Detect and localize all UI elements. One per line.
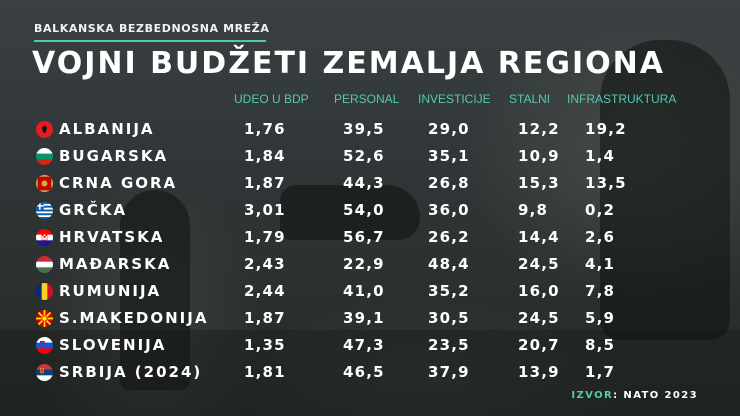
- table-row: GRČKA 3,01 54,0 36,0 9,8 0,2: [0, 198, 740, 224]
- table-cell: 36,0: [428, 201, 470, 219]
- background-helicopter: [280, 185, 420, 240]
- column-header: UDEO U BDP: [234, 92, 309, 106]
- table-cell: 1,79: [244, 228, 286, 246]
- country-name: GRČKA: [59, 201, 128, 219]
- slovenia-flag-icon: [36, 337, 53, 354]
- table-row: BUGARSKA 1,84 52,6 35,1 10,9 1,4: [0, 144, 740, 170]
- greece-flag-icon: [36, 202, 53, 219]
- country-name: CRNA GORA: [59, 174, 178, 192]
- serbia-flag-icon: [36, 364, 53, 381]
- column-header: PERSONAL: [334, 92, 400, 106]
- table-cell: 46,5: [343, 363, 385, 381]
- table-cell: 0,2: [585, 201, 616, 219]
- table-cell: 2,44: [244, 282, 286, 300]
- table-cell: 44,3: [343, 174, 385, 192]
- table-cell: 13,9: [518, 363, 560, 381]
- table-cell: 37,9: [428, 363, 470, 381]
- table-row: S.MAKEDONIJA 1,87 39,1 30,5 24,5 5,9: [0, 306, 740, 332]
- table-cell: 52,6: [343, 147, 385, 165]
- table-cell: 1,87: [244, 309, 286, 327]
- table-cell: 7,8: [585, 282, 616, 300]
- bulgaria-flag-icon: [36, 148, 53, 165]
- country-name: MAĐARSKA: [59, 255, 172, 273]
- montenegro-flag-icon: [36, 175, 53, 192]
- table-cell: 3,01: [244, 201, 286, 219]
- table-cell: 1,76: [244, 120, 286, 138]
- source-label: IZVOR: [571, 390, 614, 401]
- background-soldier-right: [600, 40, 730, 340]
- table-cell: 1,87: [244, 174, 286, 192]
- table-cell: 24,5: [518, 255, 560, 273]
- table-cell: 13,5: [585, 174, 627, 192]
- table-row: SLOVENIJA 1,35 47,3 23,5 20,7 8,5: [0, 333, 740, 359]
- romania-flag-icon: [36, 283, 53, 300]
- table-cell: 2,6: [585, 228, 616, 246]
- table-cell: 48,4: [428, 255, 470, 273]
- title-underline: [34, 40, 266, 42]
- table-cell: 41,0: [343, 282, 385, 300]
- table-cell: 35,1: [428, 147, 470, 165]
- column-header: STALNI: [509, 92, 551, 106]
- table-cell: 12,2: [518, 120, 560, 138]
- table-cell: 26,2: [428, 228, 470, 246]
- table-cell: 8,5: [585, 336, 616, 354]
- table-cell: 29,0: [428, 120, 470, 138]
- table-cell: 23,5: [428, 336, 470, 354]
- table-cell: 26,8: [428, 174, 470, 192]
- table-cell: 15,3: [518, 174, 560, 192]
- table-cell: 1,84: [244, 147, 286, 165]
- table-cell: 9,8: [518, 201, 549, 219]
- page-title: VOJNI BUDŽETI ZEMALJA REGIONA: [32, 46, 665, 81]
- table-cell: 10,9: [518, 147, 560, 165]
- table-row: MAĐARSKA 2,43 22,9 48,4 24,5 4,1: [0, 252, 740, 278]
- country-name: BUGARSKA: [59, 147, 169, 165]
- background-soldier-left: [120, 190, 190, 390]
- table-row: SRBIJA (2024) 1,81 46,5 37,9 13,9 1,7: [0, 360, 740, 386]
- table-header: UDEO U BDP PERSONAL INVESTICIJE STALNI INFRA…: [0, 92, 740, 108]
- table-cell: 4,1: [585, 255, 616, 273]
- table-cell: 16,0: [518, 282, 560, 300]
- country-name: RUMUNIJA: [59, 282, 162, 300]
- table-row: RUMUNIJA 2,44 41,0 35,2 16,0 7,8: [0, 279, 740, 305]
- table-cell: 35,2: [428, 282, 470, 300]
- table-cell: 1,4: [585, 147, 616, 165]
- country-name: S.MAKEDONIJA: [59, 309, 209, 327]
- table-cell: 5,9: [585, 309, 616, 327]
- croatia-flag-icon: [36, 229, 53, 246]
- table-cell: 1,81: [244, 363, 286, 381]
- country-name: HRVATSKA: [59, 228, 165, 246]
- table-cell: 54,0: [343, 201, 385, 219]
- table-cell: 1,35: [244, 336, 286, 354]
- source-note: IZVOR: NATO 2023: [571, 390, 698, 401]
- table-cell: 56,7: [343, 228, 385, 246]
- background-grass: [0, 330, 740, 416]
- table-cell: 47,3: [343, 336, 385, 354]
- table-cell: 22,9: [343, 255, 385, 273]
- table-cell: 39,1: [343, 309, 385, 327]
- table-cell: 2,43: [244, 255, 286, 273]
- source-value: : NATO 2023: [613, 390, 698, 401]
- table-row: HRVATSKA 1,79 56,7 26,2 14,4 2,6: [0, 225, 740, 251]
- albania-flag-icon: [36, 121, 53, 138]
- table-cell: 14,4: [518, 228, 560, 246]
- organization-name: BALKANSKA BEZBEDNOSNA MREŽA: [34, 22, 270, 35]
- table-row: ALBANIJA 1,76 39,5 29,0 12,2 19,2: [0, 117, 740, 143]
- table-cell: 30,5: [428, 309, 470, 327]
- table-cell: 19,2: [585, 120, 627, 138]
- country-name: SRBIJA (2024): [59, 363, 203, 381]
- table-cell: 20,7: [518, 336, 560, 354]
- country-name: SLOVENIJA: [59, 336, 167, 354]
- column-header: INFRASTRUKTURA: [567, 92, 677, 106]
- country-name: ALBANIJA: [59, 120, 155, 138]
- column-header: INVESTICIJE: [418, 92, 491, 106]
- hungary-flag-icon: [36, 256, 53, 273]
- table-cell: 39,5: [343, 120, 385, 138]
- north-macedonia-flag-icon: [36, 310, 53, 327]
- table-cell: 1,7: [585, 363, 616, 381]
- table-cell: 24,5: [518, 309, 560, 327]
- table-row: CRNA GORA 1,87 44,3 26,8 15,3 13,5: [0, 171, 740, 197]
